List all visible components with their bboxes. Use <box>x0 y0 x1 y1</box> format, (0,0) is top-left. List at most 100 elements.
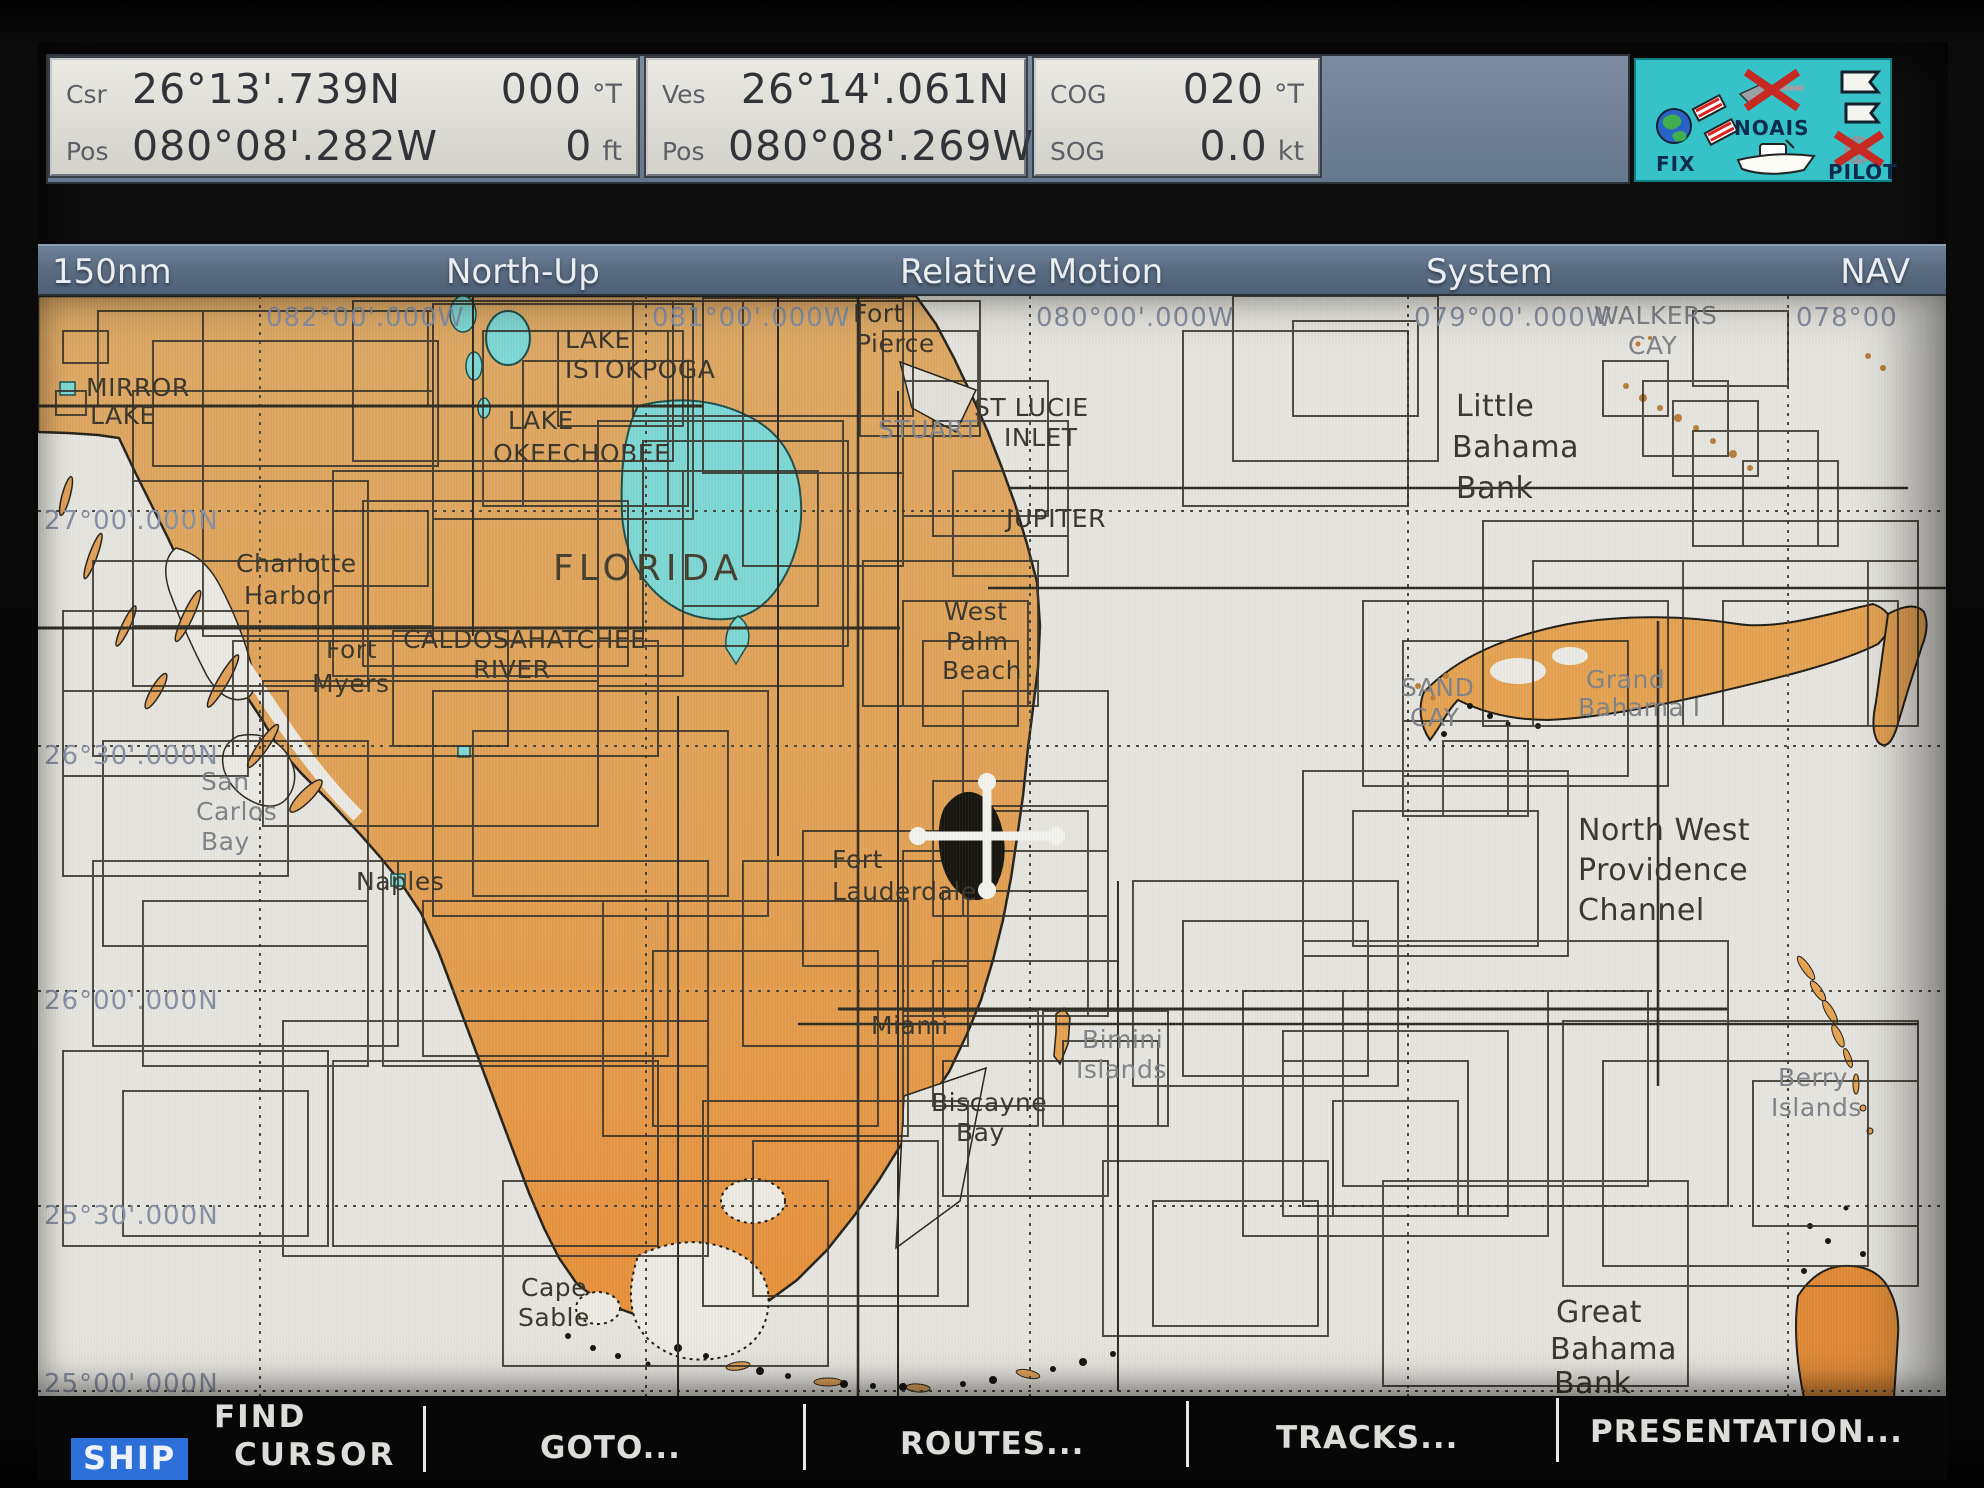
map-label: Providence <box>1578 853 1748 888</box>
map-label: Myers <box>312 669 390 698</box>
map-label: JUPITER <box>1004 504 1106 533</box>
sog-value: 0.0 <box>1199 121 1268 170</box>
map-label: Grand <box>1586 665 1665 694</box>
vessel-pos-label: Pos <box>662 136 705 166</box>
goto-button[interactable]: GOTO... <box>540 1430 681 1466</box>
map-label: Lauderdale <box>832 877 977 906</box>
andros-land <box>1795 1205 1900 1399</box>
cursor-label: Csr <box>66 79 107 109</box>
softkey-divider <box>1186 1401 1189 1467</box>
longitude-labels: 082°00'.000W 081°00'.000W 080°00'.000W 079°… <box>266 303 1898 333</box>
motion-mode: Relative Motion <box>900 252 1164 292</box>
map-label: Fort <box>853 299 904 328</box>
map-label: WALKERS <box>1594 301 1717 330</box>
cursor-depth: 0 <box>565 121 593 170</box>
cog-label: COG <box>1050 79 1107 109</box>
pilot-indicator-label: PILOT <box>1828 160 1898 184</box>
everglades-wetlands <box>575 1178 786 1361</box>
presentation-button[interactable]: PRESENTATION... <box>1590 1414 1903 1450</box>
boat-icon <box>1736 139 1816 175</box>
map-label: 25°00'.000N <box>44 1369 219 1396</box>
map-label: Fort <box>326 635 377 664</box>
latitude-labels: 27°00'.000N 26°30'.000N 26°00'.000N 25°30'.… <box>44 506 219 1399</box>
map-label: Pierce <box>856 329 935 358</box>
chart-boundary-lines <box>38 296 1946 1396</box>
noais-indicator-label: NOAIS <box>1734 116 1810 140</box>
map-label: Little <box>1456 389 1534 424</box>
berry-islands-land <box>1796 955 1874 1135</box>
gps-fix-icon <box>1656 93 1739 147</box>
san-carlos-bay-water <box>221 733 296 807</box>
map-label: Bimini <box>1082 1025 1163 1054</box>
fix-indicator-label: FIX <box>1656 152 1696 176</box>
orientation-mode: North-Up <box>446 252 600 292</box>
system-menu[interactable]: System <box>1426 252 1553 292</box>
map-label: Biscayne <box>931 1088 1047 1117</box>
cursor-longitude: 080°08'.282W <box>132 121 439 170</box>
map-label: ISTOKPOGA <box>565 355 715 384</box>
map-label: Harbor <box>244 581 333 610</box>
map-label: OKEECHOBEE <box>493 439 670 468</box>
ship-button[interactable]: SHIP <box>71 1438 189 1480</box>
map-label: 082°00'.000W <box>266 303 464 333</box>
map-label: 078°00 <box>1796 303 1898 333</box>
map-label: Fort <box>832 845 883 874</box>
grand-bahama-island <box>1419 602 1892 742</box>
map-label: Islands <box>1076 1055 1167 1084</box>
vessel-longitude: 080°08'.269W <box>728 121 1035 170</box>
own-ship-cursor-symbol <box>909 773 1065 900</box>
pine-island-sound <box>192 587 363 821</box>
tracks-button[interactable]: TRACKS... <box>1276 1420 1459 1456</box>
map-label: Cape <box>521 1273 587 1302</box>
map-label: ST LUCIE <box>974 393 1089 422</box>
map-label: Miami <box>871 1011 949 1040</box>
map-label: San <box>201 767 250 796</box>
cursor-latitude: 26°13'.739N <box>132 64 402 113</box>
map-label: Charlotte <box>236 549 357 578</box>
map-label: STUART <box>878 415 979 444</box>
menu-bar: 150nm North-Up Relative Motion System NA… <box>38 244 1946 296</box>
abaco-cays <box>1415 336 1886 701</box>
routes-button[interactable]: ROUTES... <box>900 1426 1085 1462</box>
map-label: FLORIDA <box>553 548 743 589</box>
map-label: Palm <box>946 627 1009 656</box>
vessel-latitude: 26°14'.061N <box>740 64 1010 113</box>
find-cursor-button[interactable]: FIND CURSOR <box>166 1398 402 1474</box>
softkey-divider <box>1556 1398 1559 1462</box>
map-label: Bahama <box>1550 1332 1677 1367</box>
map-label: 27°00'.000N <box>44 506 219 536</box>
map-label: Naples <box>356 867 444 896</box>
map-label: 25°30'.000N <box>44 1201 219 1231</box>
find-cursor-line1: FIND <box>214 1399 307 1435</box>
chart-display[interactable]: 082°00'.000W 081°00'.000W 080°00'.000W 079°… <box>36 294 1946 1401</box>
chartplotter-screen: Csr 26°13'.739N 000 °T Pos 080°08'.282W … <box>36 42 1948 1480</box>
place-labels: MIRRORLAKELAKEISTOKPOGALAKEOKEECHOBEEFLO… <box>86 299 1862 1401</box>
map-label: Great <box>1556 1295 1642 1330</box>
flag-icon <box>1840 70 1882 124</box>
map-label: Bay <box>201 827 250 856</box>
status-bar: Csr 26°13'.739N 000 °T Pos 080°08'.282W … <box>46 54 1630 184</box>
map-label: MIRROR <box>86 373 190 402</box>
map-label: CAY <box>1410 703 1460 732</box>
cog-sog-box: COG 020 °T SOG 0.0 kt <box>1032 56 1322 178</box>
map-label: Bank <box>1554 1366 1631 1396</box>
nav-menu[interactable]: NAV <box>1840 252 1910 292</box>
map-label: Bahama <box>1452 430 1579 465</box>
map-label: 26°30'.000N <box>44 741 219 771</box>
map-label: Channel <box>1578 893 1705 928</box>
map-label: LAKE <box>565 325 631 354</box>
mirror-lake <box>59 381 76 396</box>
map-label: LAKE <box>90 401 156 430</box>
map-label: SAND <box>1401 673 1474 702</box>
cursor-bearing: 000 <box>500 64 582 113</box>
map-label: West <box>944 597 1007 626</box>
map-label: CALDOSAHATCHEE <box>403 625 646 654</box>
map-label: 080°00'.000W <box>1036 303 1234 333</box>
map-label: 079°00'.000W <box>1414 303 1612 333</box>
map-label: Sable <box>518 1303 590 1332</box>
map-label: Bank <box>1456 471 1533 506</box>
map-label: Islands <box>1771 1093 1862 1122</box>
map-label: 26°00'.000N <box>44 986 219 1016</box>
no-pilot-icon <box>1833 130 1885 168</box>
